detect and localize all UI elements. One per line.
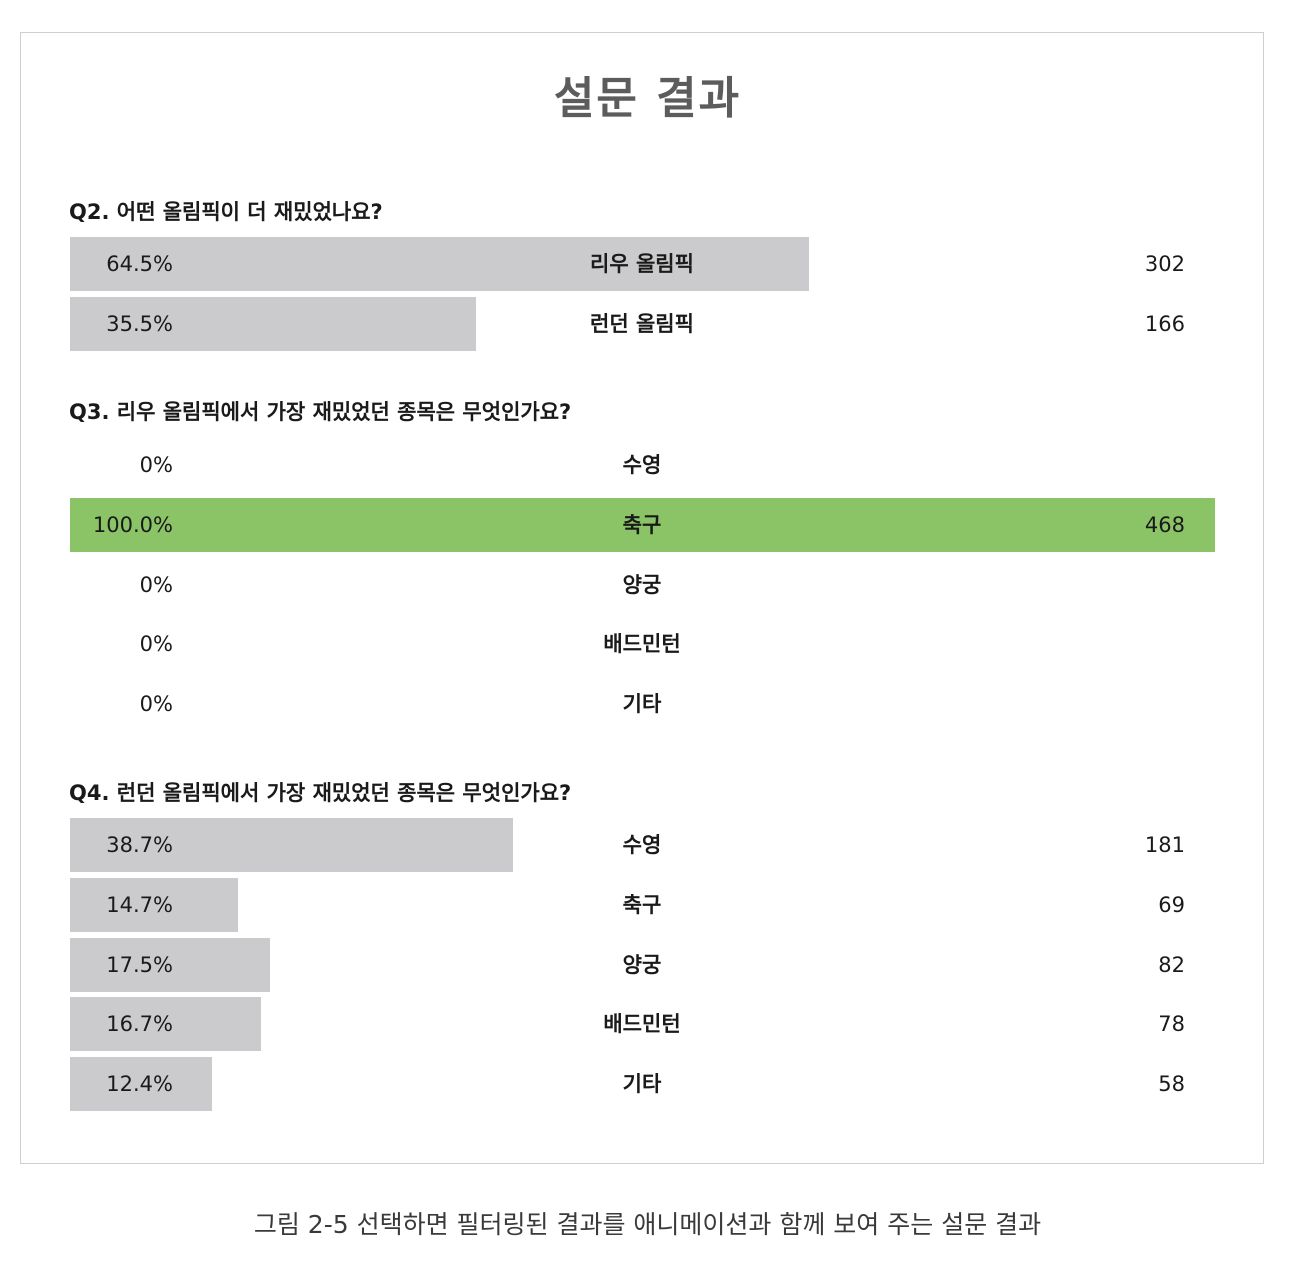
answer-row[interactable]: 0% 배드민턴 [70, 617, 1215, 671]
answer-row[interactable]: 0% 양궁 [70, 558, 1215, 612]
answer-label: 수영 [622, 833, 662, 857]
answer-row[interactable]: 12.4% 기타 58 [70, 1057, 1215, 1111]
answer-bar [70, 1057, 212, 1111]
answer-bar [70, 997, 262, 1051]
percent-label: 14.7% [106, 893, 173, 917]
answer-label: 축구 [622, 893, 662, 917]
figure-caption: 그림 2-5 선택하면 필터링된 결과를 애니메이션과 함께 보여 주는 설문 … [253, 1210, 1042, 1239]
answer-label: 리우 올림픽 [590, 252, 694, 276]
answer-bar [70, 297, 477, 351]
vote-count: 58 [1158, 1072, 1185, 1096]
vote-count: 181 [1144, 833, 1185, 857]
percent-label: 0% [139, 632, 173, 656]
answer-row[interactable]: 64.5% 리우 올림픽 302 [70, 237, 1215, 291]
percent-label: 64.5% [106, 252, 173, 276]
answer-row[interactable]: 16.7% 배드민턴 78 [70, 997, 1215, 1051]
answer-row[interactable]: 14.7% 축구 69 [70, 878, 1215, 932]
percent-label: 12.4% [106, 1072, 173, 1096]
answer-row[interactable]: 100.0% 축구 468 [70, 498, 1215, 552]
answer-label: 기타 [622, 1072, 662, 1096]
selected-answer-bar [70, 498, 1215, 552]
answer-label: 기타 [622, 692, 662, 716]
answer-label: 양궁 [622, 953, 662, 977]
answer-row[interactable]: 0% 수영 [70, 438, 1215, 492]
vote-count: 166 [1144, 312, 1185, 336]
question-3-title: Q3. 리우 올림픽에서 가장 재밌었던 종목은 무엇인가요? [69, 400, 572, 424]
percent-label: 0% [139, 573, 173, 597]
percent-label: 16.7% [106, 1012, 173, 1036]
answer-label: 양궁 [622, 573, 662, 597]
percent-label: 35.5% [106, 312, 173, 336]
answer-bar [70, 938, 271, 992]
vote-count: 468 [1144, 513, 1185, 537]
percent-label: 0% [139, 453, 173, 477]
answer-bar [70, 878, 239, 932]
answer-bar [70, 237, 809, 291]
answer-label: 수영 [622, 453, 662, 477]
percent-label: 0% [139, 692, 173, 716]
question-4-title: Q4. 런던 올림픽에서 가장 재밌었던 종목은 무엇인가요? [69, 781, 572, 805]
answer-label: 배드민턴 [603, 1012, 681, 1036]
percent-label: 38.7% [106, 833, 173, 857]
percent-label: 100.0% [92, 513, 173, 537]
percent-label: 17.5% [106, 953, 173, 977]
answer-row[interactable]: 35.5% 런던 올림픽 166 [70, 297, 1215, 351]
answer-label: 배드민턴 [603, 632, 681, 656]
answer-bar [70, 818, 514, 872]
answer-label: 축구 [622, 513, 662, 537]
answer-label: 런던 올림픽 [590, 312, 694, 336]
answer-row[interactable]: 17.5% 양궁 82 [70, 938, 1215, 992]
answer-row[interactable]: 0% 기타 [70, 677, 1215, 731]
page-title: 설문 결과 [553, 73, 742, 124]
vote-count: 69 [1158, 893, 1185, 917]
answer-row[interactable]: 38.7% 수영 181 [70, 818, 1215, 872]
vote-count: 82 [1158, 953, 1185, 977]
question-2-title: Q2. 어떤 올림픽이 더 재밌었나요? [69, 200, 383, 224]
vote-count: 302 [1144, 252, 1185, 276]
vote-count: 78 [1158, 1012, 1185, 1036]
